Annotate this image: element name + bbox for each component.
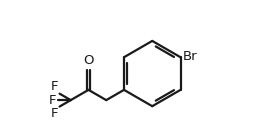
Text: F: F: [51, 108, 58, 120]
Text: O: O: [83, 54, 94, 67]
Text: F: F: [51, 80, 58, 93]
Text: Br: Br: [182, 50, 197, 63]
Text: F: F: [48, 94, 56, 107]
